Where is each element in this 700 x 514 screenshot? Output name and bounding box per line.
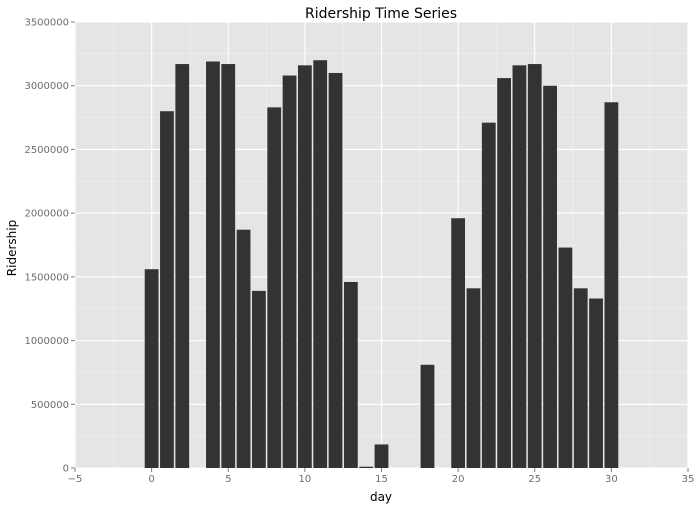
- bars: [144, 60, 619, 469]
- bar: [328, 72, 343, 468]
- y-axis-title: Ridership: [5, 220, 19, 276]
- bar: [252, 290, 266, 468]
- x-tick-label: 0: [148, 474, 154, 485]
- bar: [175, 64, 190, 469]
- bar: [589, 298, 603, 468]
- y-tick-label: 2500000: [24, 145, 69, 156]
- y-tick-label: 1000000: [24, 336, 69, 347]
- bar: [282, 75, 297, 469]
- bar: [512, 65, 527, 468]
- bar: [206, 61, 220, 468]
- bar: [267, 107, 282, 469]
- y-tick-label: 0: [63, 464, 69, 475]
- bar: [221, 64, 236, 469]
- bar: [543, 85, 557, 468]
- bar: [374, 444, 389, 468]
- x-tick-label: 15: [375, 474, 388, 485]
- x-tick-label: 25: [528, 474, 541, 485]
- y-axis: 0 500000 1000000 1500000 2000000 2500000 30000…: [24, 18, 75, 475]
- x-tick-label: 30: [605, 474, 618, 485]
- bar: [236, 229, 251, 468]
- bar: [359, 466, 374, 468]
- bar: [573, 288, 588, 468]
- y-tick-label: 2000000: [24, 209, 69, 220]
- y-tick-label: 1500000: [24, 272, 69, 283]
- y-tick-label: 3500000: [24, 18, 69, 29]
- bar: [481, 122, 496, 468]
- x-tick-label: 20: [452, 474, 465, 485]
- bar: [160, 111, 174, 468]
- chart-title: Ridership Time Series: [305, 6, 457, 22]
- bar: [527, 64, 542, 469]
- bar: [451, 218, 466, 468]
- x-tick-label: 35: [682, 474, 695, 485]
- bar: [343, 281, 358, 468]
- y-tick-label: 500000: [31, 400, 69, 411]
- x-tick-label: 10: [299, 474, 312, 485]
- x-axis: −5 0 5 10 15 20 25 30 35: [68, 468, 695, 485]
- bar: [420, 364, 435, 468]
- bar: [558, 247, 573, 468]
- bar: [604, 102, 619, 468]
- bar: [297, 65, 312, 468]
- bar: [313, 60, 328, 468]
- x-tick-label: 5: [225, 474, 231, 485]
- bar: [497, 78, 511, 468]
- x-tick-label: −5: [68, 474, 83, 485]
- bar: [144, 269, 159, 468]
- x-axis-title: day: [370, 490, 392, 504]
- bar: [466, 288, 481, 468]
- y-tick-label: 3000000: [24, 81, 69, 92]
